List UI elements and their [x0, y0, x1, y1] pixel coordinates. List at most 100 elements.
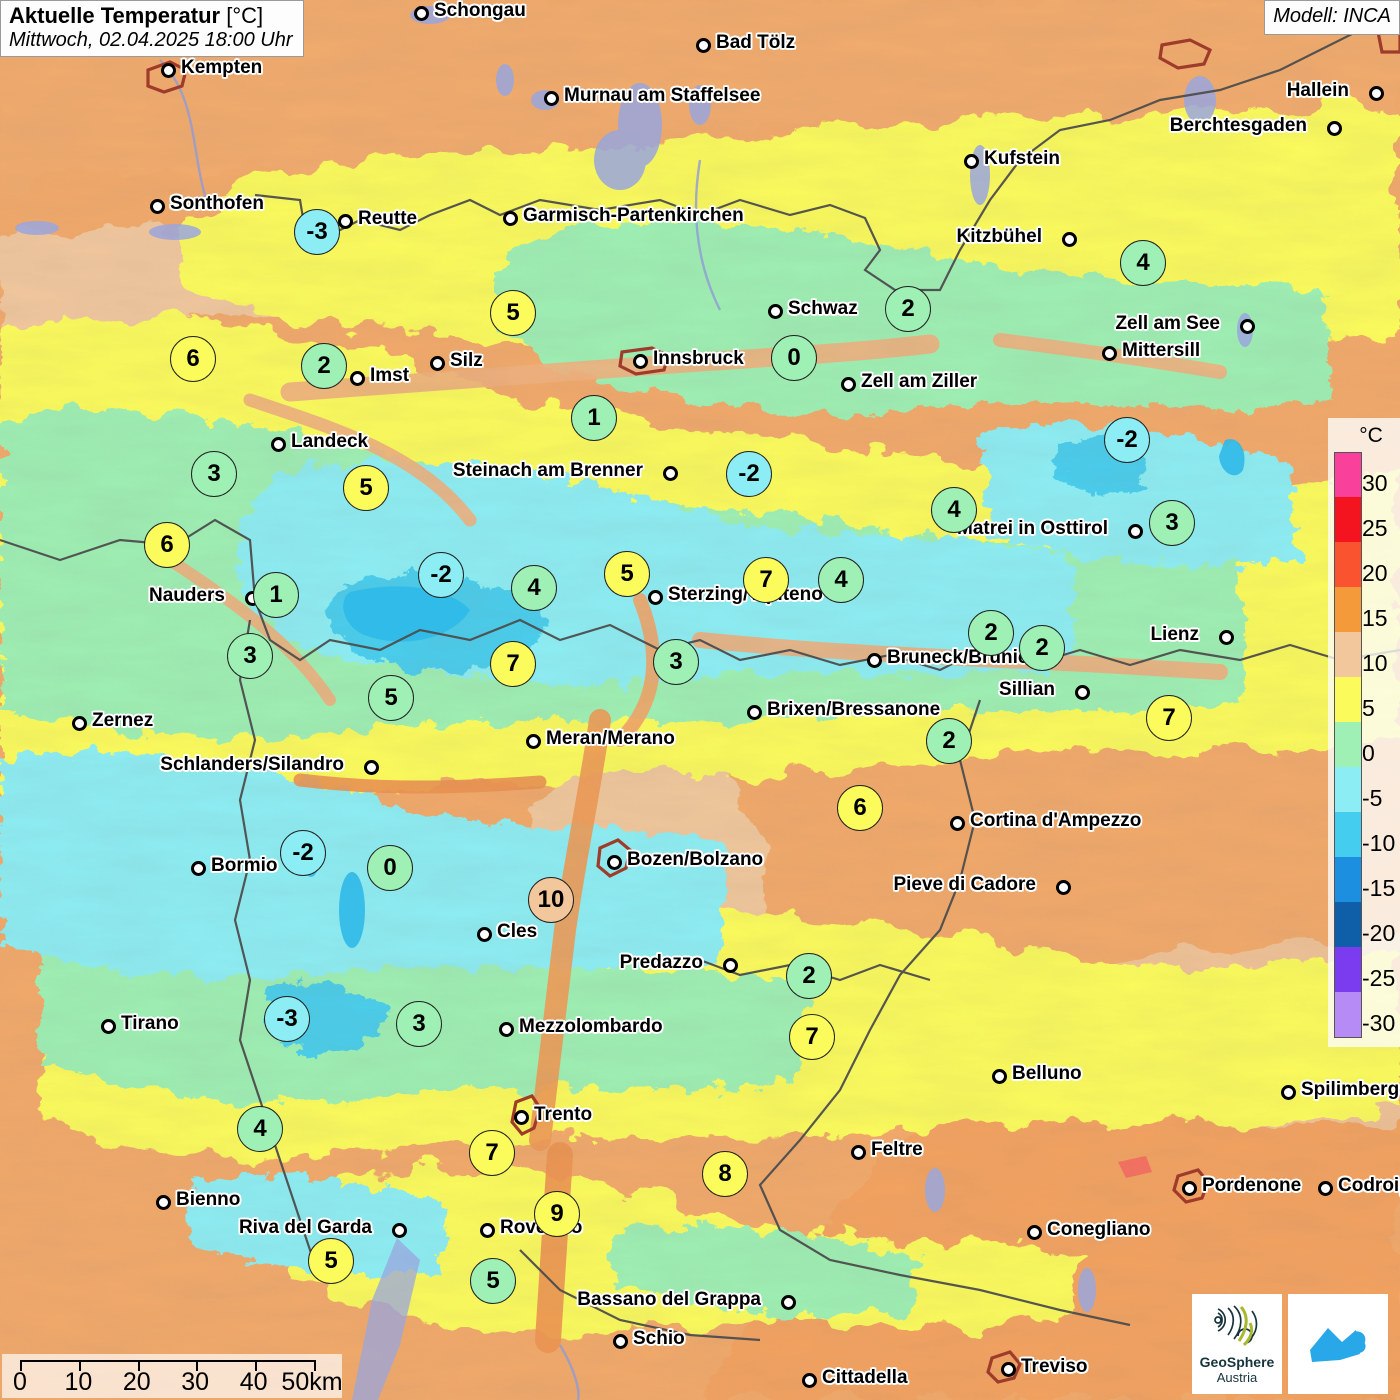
city-dot-icon	[499, 1022, 514, 1037]
temperature-bubble: 8	[702, 1151, 748, 1197]
city-label: Nauders	[148, 585, 225, 606]
city-dot-icon	[633, 354, 648, 369]
legend-unit-label: °C	[1359, 424, 1383, 447]
legend-swatch	[1334, 632, 1362, 677]
legend-row: 30	[1334, 452, 1396, 498]
city-label: Cles	[497, 921, 538, 942]
city-dot-icon	[1182, 1181, 1197, 1196]
legend-tick-label: 15	[1362, 605, 1388, 631]
legend-tick-label: -30	[1362, 1010, 1396, 1036]
city-dot-icon	[191, 861, 206, 876]
city-dot-icon	[338, 214, 353, 229]
legend-row: 5	[1334, 677, 1396, 722]
legend-tick-label: 30	[1362, 470, 1388, 496]
city-dot-icon	[477, 927, 492, 942]
city-dot-icon	[992, 1069, 1007, 1084]
city-label: Schongau	[434, 0, 526, 21]
city-label: Zell am Ziller	[861, 371, 978, 392]
map-datetime: Mittwoch, 02.04.2025 18:00 Uhr	[9, 28, 293, 51]
city-label: Murnau am Staffelsee	[564, 85, 761, 106]
temperature-bubble: -2	[280, 830, 326, 876]
city-label: Mittersill	[1122, 340, 1201, 361]
legend-tick-label: 10	[1362, 650, 1388, 676]
city-dot-icon	[1027, 1225, 1042, 1240]
legend-row: 0	[1334, 722, 1396, 767]
city-dot-icon	[480, 1223, 495, 1238]
temperature-bubble: 3	[1149, 500, 1195, 546]
scale-bar-label: 50km	[281, 1368, 343, 1396]
legend-tick-label: 20	[1362, 560, 1388, 586]
temperature-bubble: 7	[789, 1014, 835, 1060]
mountain-cloud-icon	[1310, 1328, 1368, 1362]
city-label: Cortina d'Ampezzo	[970, 810, 1142, 831]
legend-row: 20	[1334, 542, 1396, 587]
city-dot-icon	[768, 304, 783, 319]
city-label: Bruneck/Brunico	[887, 647, 1041, 668]
scale-bar-label: 20	[122, 1368, 151, 1396]
city-dot-icon	[1240, 319, 1255, 334]
temperature-bubble: -2	[726, 451, 772, 497]
city-label: Innsbruck	[653, 348, 744, 369]
temperature-bubble: 9	[534, 1191, 580, 1237]
temperature-bubble: 3	[227, 633, 273, 679]
temperature-bubble: 7	[490, 641, 536, 687]
city-label: Lienz	[1150, 624, 1199, 645]
city-dot-icon	[514, 1110, 529, 1125]
temperature-bubble: 5	[604, 551, 650, 597]
city-label: Berchtesgaden	[1169, 115, 1307, 136]
city-label: Cittadella	[822, 1367, 908, 1388]
legend-swatch	[1334, 857, 1362, 902]
city-label: Landeck	[291, 431, 369, 452]
city-label: Schio	[633, 1328, 685, 1349]
city-dot-icon	[161, 63, 176, 78]
city-dot-icon	[72, 716, 87, 731]
scale-bar-label: 0	[13, 1368, 27, 1396]
legend-row: -15	[1334, 857, 1396, 902]
city-dot-icon	[1062, 232, 1077, 247]
scale-bar-label: 40	[239, 1368, 268, 1396]
city-dot-icon	[1075, 685, 1090, 700]
city-dot-icon	[648, 590, 663, 605]
temperature-bubble: 5	[490, 290, 536, 336]
city-label: Zell am See	[1115, 313, 1220, 334]
city-dot-icon	[663, 466, 678, 481]
city-dot-icon	[1102, 346, 1117, 361]
city-dot-icon	[1056, 880, 1071, 895]
legend-swatch	[1334, 542, 1362, 587]
temperature-bubble: 3	[191, 451, 237, 497]
legend-tick-label: -15	[1362, 875, 1396, 901]
legend-swatch	[1334, 497, 1362, 542]
city-label: Codroipo	[1338, 1175, 1400, 1196]
temperature-bubble: 3	[653, 639, 699, 685]
temperature-bubble: -3	[294, 209, 340, 255]
temperature-bubble: 5	[343, 465, 389, 511]
legend-tick-label: 5	[1362, 695, 1375, 721]
temperature-legend: °C 30 25 20 15 10 5 0 -5 -10 -15 -20 -25 -30	[1328, 418, 1400, 1047]
temperature-bubble: 5	[368, 675, 414, 721]
map-title: Aktuelle Temperatur [°C]	[9, 3, 264, 28]
legend-row: -10	[1334, 812, 1396, 857]
city-dot-icon	[1327, 121, 1342, 136]
legend-row: 10	[1334, 632, 1396, 677]
legend-tick-label: 25	[1362, 515, 1388, 541]
city-label: Kitzbühel	[956, 226, 1043, 247]
city-label: Silz	[450, 350, 483, 371]
city-dot-icon	[430, 356, 445, 371]
city-dot-icon	[503, 211, 518, 226]
city-label: Kufstein	[984, 148, 1060, 169]
city-dot-icon	[364, 760, 379, 775]
temperature-bubble: 2	[926, 718, 972, 764]
scale-bar-line	[20, 1360, 316, 1371]
map-title-box: Aktuelle Temperatur [°C] Mittwoch, 02.04…	[0, 0, 304, 58]
city-dot-icon	[156, 1195, 171, 1210]
legend-row: 25	[1334, 497, 1396, 542]
legend-swatch	[1334, 677, 1362, 722]
model-label: Modell: INCA	[1264, 0, 1400, 35]
temperature-bubble: 6	[837, 785, 883, 831]
temperature-bubble: 6	[144, 522, 190, 568]
city-dot-icon	[1281, 1085, 1296, 1100]
city-dot-icon	[867, 653, 882, 668]
legend-row: 15	[1334, 587, 1396, 632]
temperature-bubble: 1	[571, 395, 617, 441]
legend-row: -20	[1334, 902, 1396, 947]
